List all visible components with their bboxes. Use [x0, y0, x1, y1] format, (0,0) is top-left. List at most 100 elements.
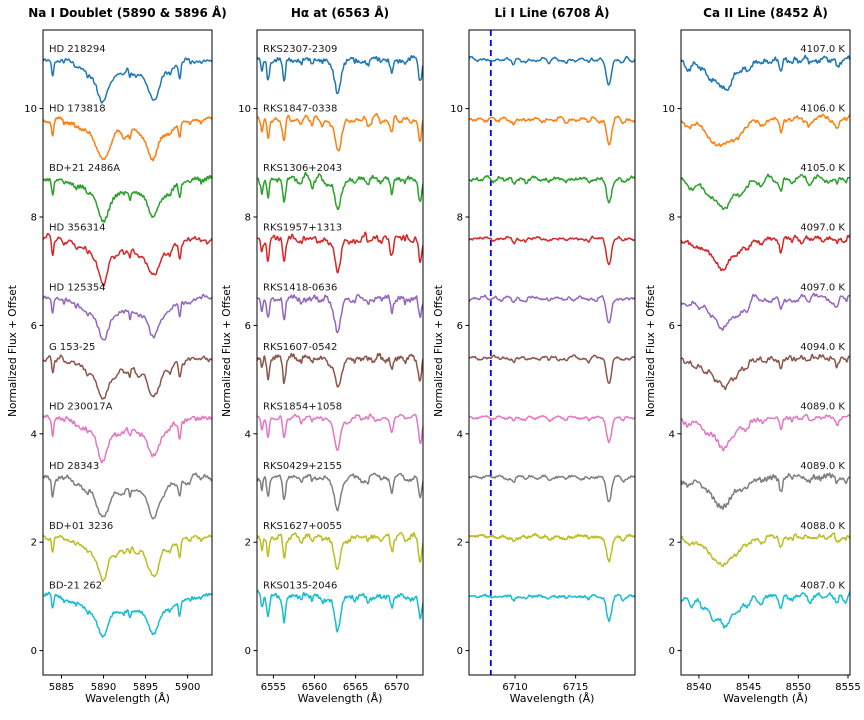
spectrum-line-p4-s7	[681, 413, 850, 452]
spectrum-line-p4-s10	[681, 590, 850, 629]
series-label: 4094.0 K	[800, 342, 845, 353]
spectrum-line-p3-s9	[469, 532, 635, 563]
panel3-xaxis-label: Wavelength (Å)	[509, 692, 595, 705]
series-label: 4097.0 K	[800, 282, 845, 293]
x-tick-label: 6555	[261, 682, 286, 693]
spectrum-line-p3-s5	[469, 294, 635, 324]
x-tick-label: 5900	[175, 682, 200, 693]
spectrum-line-p2-s5	[257, 293, 423, 334]
y-tick-label: 10	[238, 104, 251, 115]
series-label: RKS1627+0055	[263, 521, 342, 532]
series-label: 4107.0 K	[800, 44, 845, 55]
spectrum-line-p3-s6	[469, 354, 635, 384]
series-label: 4105.0 K	[800, 163, 845, 174]
series-label: HD 125354	[49, 282, 106, 293]
panel1-title: Na I Doublet (5890 & 5896 Å)	[28, 6, 227, 20]
axes-spine	[468, 29, 636, 676]
spectrum-line-p2-s3	[257, 171, 423, 211]
spectrum-line-p1-s8	[43, 472, 212, 520]
series-label: RKS1847-0338	[263, 103, 337, 114]
spectrum-line-p3-s1	[469, 55, 635, 86]
panel2-title: Hα at (6563 Å)	[290, 6, 390, 20]
x-tick-label: 8545	[736, 682, 761, 693]
spectrum-line-p3-s7	[469, 415, 635, 444]
spectrum-line-p2-s9	[257, 532, 423, 571]
spectrum-line-p4-s2	[681, 113, 850, 148]
x-tick-label: 6710	[502, 682, 527, 693]
spectrum-line-p2-s6	[257, 352, 423, 388]
spectrum-line-p4-s5	[681, 292, 850, 331]
spectrum-line-p2-s2	[257, 112, 423, 152]
series-label: 4097.0 K	[800, 223, 845, 234]
y-tick-label: 10	[24, 104, 37, 115]
x-tick-label: 8540	[686, 682, 711, 693]
spectrum-line-p4-s9	[681, 532, 850, 568]
y-tick-label: 4	[457, 429, 463, 440]
spectrum-line-p1-s7	[43, 414, 212, 464]
y-tick-label: 6	[669, 321, 675, 332]
series-label: HD 218294	[49, 44, 106, 55]
spectrum-line-p3-s8	[469, 474, 635, 503]
x-tick-label: 6570	[384, 682, 409, 693]
spectrum-line-p1-s9	[43, 534, 212, 583]
y-tick-label: 4	[669, 429, 675, 440]
spectrum-line-p3-s4	[469, 235, 635, 266]
y-tick-label: 2	[245, 538, 251, 549]
series-label: HD 173818	[49, 103, 106, 114]
spectrum-line-p1-s2	[43, 116, 212, 162]
series-label: BD+21 2486A	[49, 163, 120, 174]
y-tick-label: 10	[662, 104, 675, 115]
y-tick-label: 6	[457, 321, 463, 332]
x-tick-label: 6560	[302, 682, 327, 693]
spectrum-line-p1-s10	[43, 591, 212, 638]
axes-spine	[42, 29, 213, 676]
x-tick-label: 5885	[49, 682, 74, 693]
panel4-title: Ca II Line (8452 Å)	[703, 6, 828, 20]
spectrum-line-p3-s3	[469, 174, 635, 204]
spectrum-line-p2-s4	[257, 231, 423, 274]
spectrum-line-p4-s1	[681, 54, 850, 91]
series-label: RKS0135-2046	[263, 580, 337, 591]
series-label: BD+01 3236	[49, 521, 113, 532]
series-label: HD 28343	[49, 461, 99, 472]
series-label: RKS0429+2155	[263, 461, 342, 472]
spectrum-line-p4-s6	[681, 353, 850, 391]
series-label: 4089.0 K	[800, 402, 845, 413]
y-tick-label: 8	[669, 212, 675, 223]
panel1-xaxis-label: Wavelength (Å)	[85, 692, 170, 705]
x-tick-label: 5890	[91, 682, 116, 693]
spectrum-line-p2-s1	[257, 55, 423, 95]
y-tick-label: 4	[31, 429, 37, 440]
y-tick-label: 2	[669, 538, 675, 549]
axes-spine	[680, 29, 851, 676]
x-tick-label: 8555	[835, 682, 860, 693]
panel1-yaxis-label: Normalized Flux + Offset	[7, 285, 19, 417]
y-tick-label: 0	[245, 646, 251, 657]
spectrum-line-p4-s8	[681, 472, 850, 510]
y-tick-label: 6	[31, 321, 37, 332]
spectrum-line-p1-s4	[43, 232, 212, 287]
series-label: RKS1306+2043	[263, 163, 342, 174]
y-tick-label: 0	[669, 646, 675, 657]
y-tick-label: 6	[245, 321, 251, 332]
spectrum-line-p1-s3	[43, 174, 212, 223]
spectrum-line-p1-s5	[43, 293, 212, 341]
y-tick-label: 8	[245, 212, 251, 223]
series-label: BD-21 262	[49, 580, 102, 591]
series-label: RKS1607-0542	[263, 342, 337, 353]
spectrum-line-p4-s3	[681, 173, 850, 211]
series-label: 4106.0 K	[800, 103, 845, 114]
spectrum-line-p2-s7	[257, 413, 423, 451]
spectrum-line-p3-s10	[469, 593, 635, 623]
spectrum-line-p2-s10	[257, 589, 423, 633]
series-label: 4089.0 K	[800, 461, 845, 472]
spectrum-line-p4-s4	[681, 234, 850, 272]
y-tick-label: 0	[457, 646, 463, 657]
panel2-yaxis-label: Normalized Flux + Offset	[221, 285, 233, 417]
panel4-yaxis-label: Normalized Flux + Offset	[645, 285, 657, 417]
y-tick-label: 8	[457, 212, 463, 223]
panel2-xaxis-label: Wavelength (Å)	[297, 692, 383, 705]
spectrum-line-p3-s2	[469, 115, 635, 146]
